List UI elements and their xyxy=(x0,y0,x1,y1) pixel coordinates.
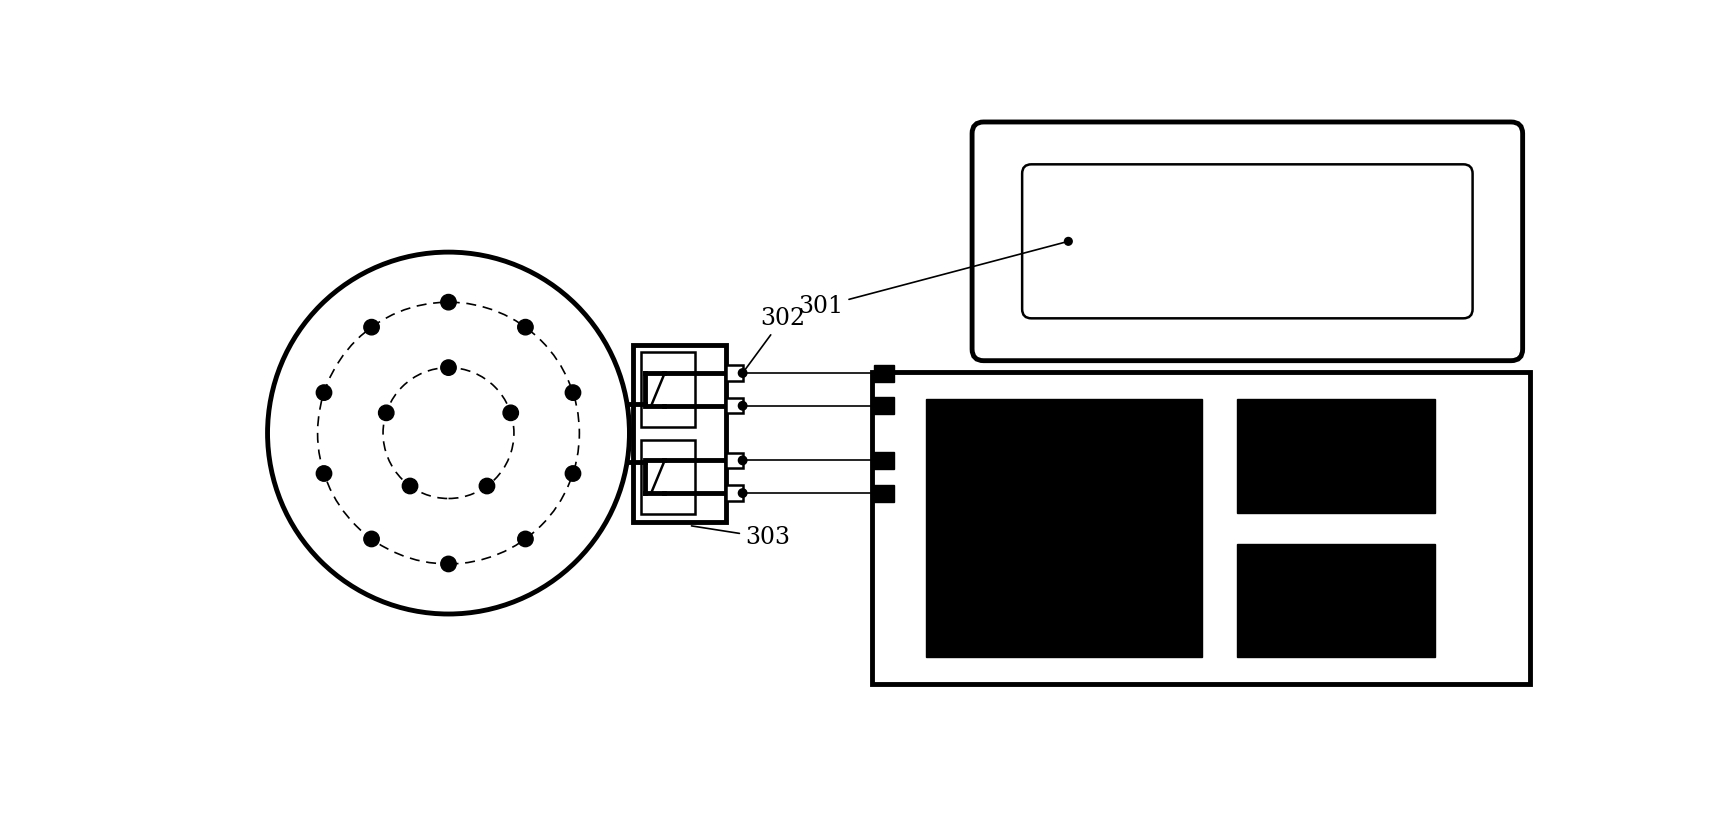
Bar xyxy=(726,365,743,381)
Bar xyxy=(726,398,743,414)
Bar xyxy=(925,399,1203,657)
Circle shape xyxy=(441,556,457,572)
Circle shape xyxy=(738,456,746,465)
Bar xyxy=(873,452,894,469)
Text: 302: 302 xyxy=(745,307,806,371)
Circle shape xyxy=(403,478,418,494)
Circle shape xyxy=(566,466,580,481)
Bar xyxy=(634,344,726,522)
Circle shape xyxy=(517,320,533,335)
Bar xyxy=(641,352,694,427)
Circle shape xyxy=(738,489,746,498)
Circle shape xyxy=(378,405,394,420)
Circle shape xyxy=(441,294,457,310)
Circle shape xyxy=(738,369,746,377)
Bar xyxy=(873,485,894,502)
Circle shape xyxy=(1064,237,1073,246)
Circle shape xyxy=(566,385,580,400)
Bar xyxy=(873,397,894,414)
Circle shape xyxy=(517,531,533,546)
Circle shape xyxy=(738,401,746,410)
Bar xyxy=(641,439,694,514)
Bar xyxy=(726,452,743,468)
Circle shape xyxy=(441,360,457,375)
Bar xyxy=(1238,544,1434,657)
Text: 301: 301 xyxy=(799,242,1066,318)
Circle shape xyxy=(479,478,495,494)
Circle shape xyxy=(316,385,332,400)
Circle shape xyxy=(503,405,519,420)
Text: 303: 303 xyxy=(691,526,790,550)
Circle shape xyxy=(316,466,332,481)
Circle shape xyxy=(365,320,378,335)
Bar xyxy=(1238,399,1434,513)
Circle shape xyxy=(365,531,378,546)
Bar xyxy=(871,372,1531,684)
Bar xyxy=(873,364,894,382)
Bar xyxy=(726,485,743,501)
